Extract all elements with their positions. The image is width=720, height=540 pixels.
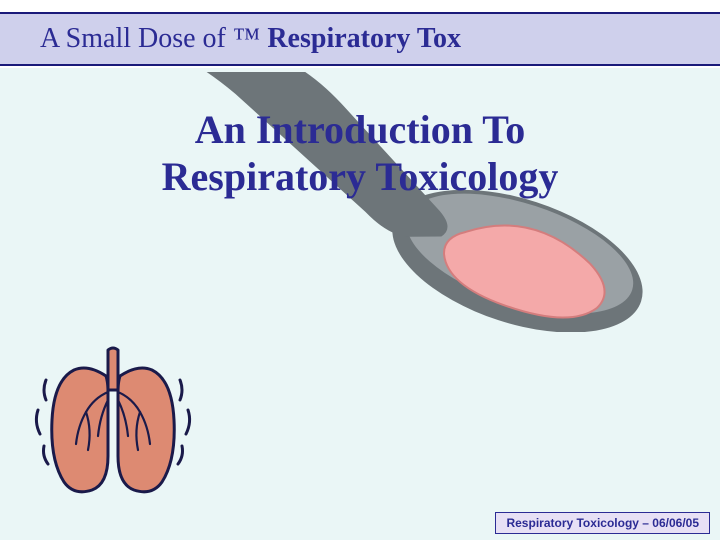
header-prefix: A Small Dose of ™ [40,23,267,54]
title-line-2: Respiratory Toxicology [0,153,720,200]
title-line-1: An Introduction To [0,106,720,153]
footer-text: Respiratory Toxicology – 06/06/05 [506,516,699,530]
header-band: A Small Dose of ™ Respiratory Tox [0,12,720,66]
main-title: An Introduction To Respiratory Toxicolog… [0,106,720,200]
header-title: A Small Dose of ™ Respiratory Tox [40,23,461,55]
slide: A Small Dose of ™ Respiratory Tox An Int… [0,0,720,540]
header-emph: Respiratory Tox [267,23,461,54]
slide-body: An Introduction To Respiratory Toxicolog… [0,68,720,540]
footer-label: Respiratory Toxicology – 06/06/05 [495,512,710,534]
lungs-icon [28,340,198,500]
